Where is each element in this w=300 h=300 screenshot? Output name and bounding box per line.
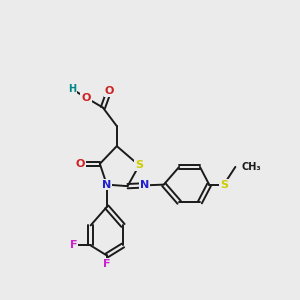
Text: S: S [220, 180, 228, 190]
Text: H: H [68, 84, 76, 94]
Text: F: F [70, 240, 77, 250]
Text: F: F [103, 259, 110, 269]
Text: N: N [102, 180, 111, 190]
Text: S: S [135, 160, 143, 170]
Text: O: O [76, 159, 85, 169]
Text: O: O [81, 93, 91, 103]
Text: N: N [140, 180, 149, 190]
Text: CH₃: CH₃ [242, 162, 261, 172]
Text: O: O [104, 86, 114, 96]
